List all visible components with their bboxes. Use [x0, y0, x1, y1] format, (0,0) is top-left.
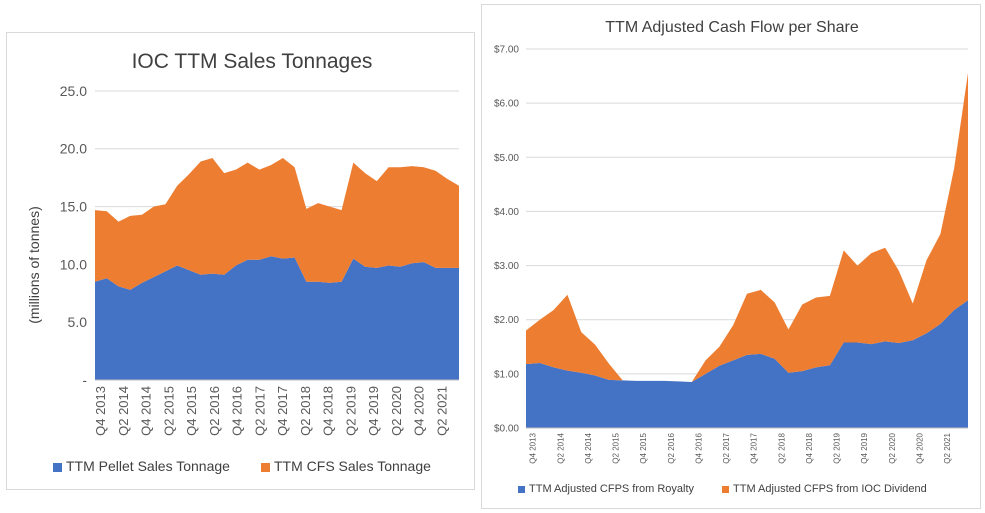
y-tick-label: 25.0 [60, 83, 87, 99]
x-tick-label: Q2 2014 [556, 432, 565, 463]
x-tick-label: Q2 2017 [252, 386, 267, 436]
area-series-top [526, 72, 968, 382]
area-series-top [95, 158, 459, 290]
x-tick-label: Q2 2019 [833, 432, 842, 463]
x-tick-label: Q2 2021 [434, 386, 449, 436]
legend-label: TTM Adjusted CFPS from Royalty [529, 483, 695, 495]
x-tick-label: Q2 2018 [777, 432, 786, 463]
sales-tonnage-chart: IOC TTM Sales Tonnages (millions of tonn… [26, 50, 459, 474]
x-tick-label: Q2 2015 [161, 386, 176, 436]
chart-title: IOC TTM Sales Tonnages [132, 50, 373, 73]
x-tick-label: Q4 2018 [321, 386, 336, 436]
x-tick-label: Q2 2014 [116, 386, 131, 436]
x-tick-label: Q4 2019 [366, 386, 381, 436]
y-tick-label: $4.00 [494, 207, 519, 218]
y-tick-label: 10.0 [60, 256, 87, 272]
x-tick-label: Q4 2015 [639, 432, 648, 463]
y-tick-label: $6.00 [494, 99, 519, 110]
x-tick-label: Q4 2020 [412, 386, 427, 436]
y-axis-label: (millions of tonnes) [26, 206, 42, 324]
y-tick-label: $2.00 [494, 315, 519, 326]
x-tick-label: Q2 2020 [888, 432, 897, 463]
x-tick-label: Q2 2020 [389, 386, 404, 436]
legend-label: TTM CFS Sales Tonnage [274, 458, 431, 474]
x-tick-label: Q4 2020 [915, 432, 924, 463]
y-tick-label: $5.00 [494, 153, 519, 164]
x-tick-label: Q4 2017 [275, 386, 290, 436]
x-tick-label: Q4 2013 [93, 386, 108, 436]
x-tick-label: Q4 2016 [230, 386, 245, 436]
legend-swatch [518, 486, 525, 493]
legend-swatch [53, 463, 62, 472]
x-tick-label: Q2 2015 [612, 432, 621, 463]
x-tick-label: Q4 2019 [860, 432, 869, 463]
area-series-bottom [95, 256, 459, 380]
cash-flow-per-share-chart: TTM Adjusted Cash Flow per Share $0.00 $1… [494, 19, 968, 495]
x-tick-label: Q4 2014 [139, 386, 154, 436]
legend-label: TTM Adjusted CFPS from IOC Dividend [733, 483, 927, 495]
y-tick-label: 15.0 [60, 199, 87, 215]
x-tick-label: Q2 2018 [298, 386, 313, 436]
legend-swatch [261, 463, 270, 472]
x-tick-label: Q2 2019 [343, 386, 358, 436]
sales-tonnage-chart-panel: IOC TTM Sales Tonnages (millions of tonn… [6, 32, 475, 490]
x-tick-label: Q2 2016 [207, 386, 222, 436]
x-tick-label: Q4 2016 [694, 432, 703, 463]
x-tick-label: Q2 2017 [722, 432, 731, 463]
x-tick-label: Q4 2013 [529, 432, 538, 463]
x-tick-label: Q4 2015 [184, 386, 199, 436]
y-tick-label: $0.00 [494, 424, 519, 435]
x-tick-label: Q4 2018 [805, 432, 814, 463]
x-tick-label: Q2 2021 [943, 432, 952, 463]
y-tick-label: $1.00 [494, 369, 519, 380]
y-tick-label: 20.0 [60, 141, 87, 157]
chart-title: TTM Adjusted Cash Flow per Share [605, 19, 859, 36]
y-tick-label: 5.0 [68, 314, 88, 330]
x-tick-label: Q2 2016 [667, 432, 676, 463]
x-tick-label: Q4 2017 [750, 432, 759, 463]
y-tick-label: $7.00 [494, 45, 519, 56]
cash-flow-chart-panel: TTM Adjusted Cash Flow per Share $0.00 $1… [481, 4, 981, 509]
legend-label: TTM Pellet Sales Tonnage [66, 458, 230, 474]
legend-swatch [722, 486, 729, 493]
y-tick-label: - [82, 372, 87, 388]
x-tick-label: Q4 2014 [584, 432, 593, 463]
area-series-bottom [526, 300, 968, 428]
y-tick-label: $3.00 [494, 261, 519, 272]
